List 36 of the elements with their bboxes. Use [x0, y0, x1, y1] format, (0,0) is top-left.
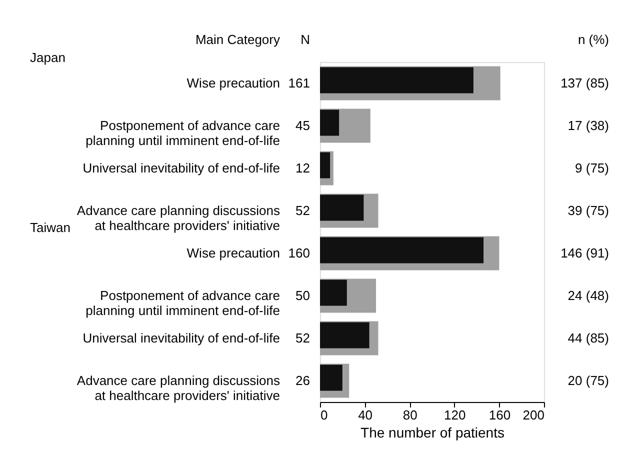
x-tick-label: 160	[488, 408, 511, 422]
data-label: 50	[296, 288, 310, 303]
text: Taiwan	[30, 220, 70, 235]
text: Main Category	[195, 32, 280, 47]
y-tick-label: Postponement of advance care planning until imminent end-of-life	[86, 288, 280, 318]
x-tick-label: 120	[444, 408, 466, 422]
y-tick-label: Postponement of advance care planning until imminent end-of-life	[86, 118, 280, 148]
data-label: 12	[296, 160, 310, 176]
data-label: 20 (75)	[568, 372, 609, 388]
data-label: 24 (48)	[568, 288, 609, 303]
x-tick-label: 0	[320, 408, 328, 422]
text: Japan	[30, 50, 66, 65]
text: n (%)	[578, 32, 609, 47]
x-tick-label: 80	[402, 408, 418, 422]
y-tick-label: Advance care planning discussions at healthcare providers' initiative	[76, 202, 280, 233]
data-label: 44 (85)	[568, 330, 609, 346]
data-label: 52	[296, 202, 310, 218]
y-tick-label: Wise precaution	[186, 75, 280, 90]
data-label: 52	[296, 330, 310, 346]
data-label: 39 (75)	[568, 202, 609, 218]
y-tick-label: Advance care planning discussions at healthcare providers' initiative	[76, 372, 280, 403]
data-label: 161	[288, 75, 310, 90]
text: N	[300, 32, 310, 47]
y-tick-label: Universal inevitability of end-of-life	[82, 330, 280, 346]
x-tick-label: 200	[522, 408, 544, 422]
y-tick-label: Universal inevitability of end-of-life	[82, 160, 280, 176]
x-axis-title: The number of patients	[360, 424, 504, 440]
x-tick-label: 40	[358, 408, 373, 422]
y-tick-label: Wise precaution	[186, 245, 280, 260]
data-label: 17 (38)	[568, 118, 609, 133]
data-label: 26	[296, 372, 310, 388]
data-label: 45	[296, 118, 310, 133]
data-label: 146 (91)	[560, 245, 609, 260]
data-label: 160	[288, 245, 310, 260]
data-label: 9 (75)	[575, 160, 609, 176]
data-label: 137 (85)	[560, 75, 609, 90]
